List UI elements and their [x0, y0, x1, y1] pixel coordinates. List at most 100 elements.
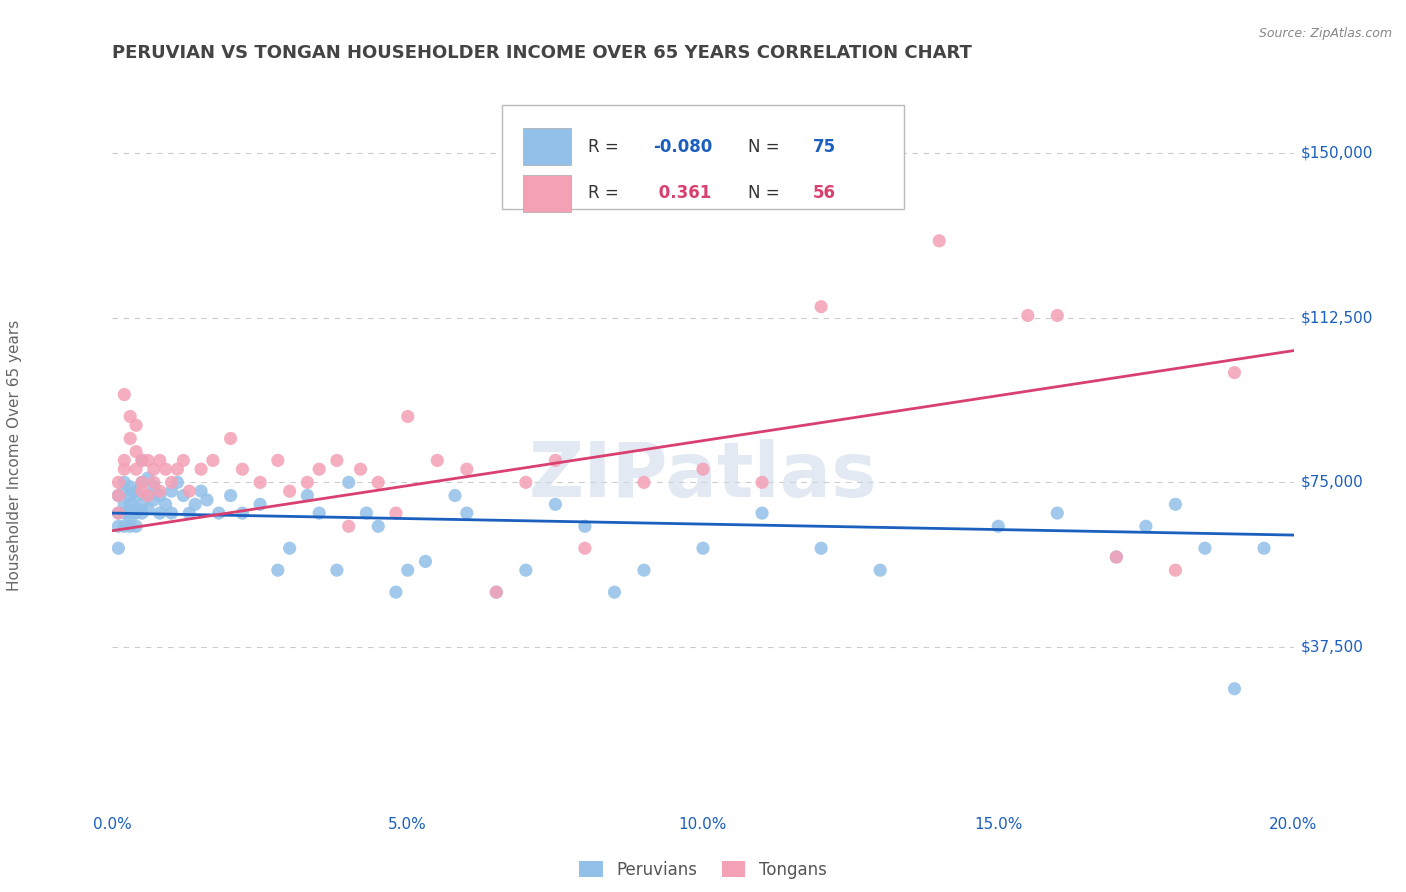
- Point: [107, 541, 129, 556]
- Point: [603, 585, 626, 599]
- Point: [125, 484, 148, 499]
- Point: [136, 501, 159, 516]
- Point: [149, 506, 172, 520]
- Point: [278, 541, 301, 556]
- Point: [515, 475, 537, 490]
- Point: [131, 475, 153, 490]
- Point: [267, 563, 290, 577]
- Point: [107, 489, 129, 503]
- Point: [125, 444, 148, 458]
- Point: [456, 462, 478, 476]
- Point: [190, 462, 212, 476]
- Point: [125, 519, 148, 533]
- Point: [190, 484, 212, 499]
- Point: [107, 506, 129, 520]
- Point: [1105, 549, 1128, 564]
- Point: [112, 506, 135, 520]
- Point: [120, 519, 142, 533]
- Point: [172, 489, 194, 503]
- Point: [125, 501, 148, 516]
- Point: [485, 585, 508, 599]
- Point: [166, 462, 188, 476]
- Point: [810, 300, 832, 314]
- Point: [1223, 366, 1246, 380]
- Point: [1253, 541, 1275, 556]
- Point: [142, 492, 165, 507]
- Point: [219, 489, 242, 503]
- Point: [160, 475, 183, 490]
- Point: [125, 489, 148, 503]
- Point: [155, 497, 177, 511]
- Text: $112,500: $112,500: [1301, 310, 1372, 326]
- Point: [1046, 506, 1069, 520]
- Point: [120, 480, 142, 494]
- Point: [107, 489, 129, 503]
- Point: [120, 432, 142, 446]
- Point: [1017, 309, 1039, 323]
- Point: [231, 506, 253, 520]
- Point: [633, 563, 655, 577]
- Point: [326, 453, 349, 467]
- Text: 56: 56: [813, 185, 835, 202]
- Point: [131, 453, 153, 467]
- Point: [208, 506, 231, 520]
- FancyBboxPatch shape: [523, 175, 571, 211]
- Text: ZIPatlas: ZIPatlas: [529, 440, 877, 513]
- Text: $75,000: $75,000: [1301, 475, 1364, 490]
- Point: [120, 497, 142, 511]
- Point: [1194, 541, 1216, 556]
- Point: [1135, 519, 1157, 533]
- Point: [107, 506, 129, 520]
- Text: R =: R =: [589, 185, 624, 202]
- Point: [112, 387, 135, 401]
- Point: [987, 519, 1010, 533]
- Point: [184, 497, 207, 511]
- Point: [869, 563, 891, 577]
- Point: [136, 471, 159, 485]
- Point: [120, 409, 142, 424]
- Point: [120, 506, 142, 520]
- Point: [112, 462, 135, 476]
- Text: PERUVIAN VS TONGAN HOUSEHOLDER INCOME OVER 65 YEARS CORRELATION CHART: PERUVIAN VS TONGAN HOUSEHOLDER INCOME OV…: [112, 45, 973, 62]
- Text: 0.361: 0.361: [654, 185, 711, 202]
- Point: [267, 453, 290, 467]
- Point: [810, 541, 832, 556]
- Point: [179, 506, 201, 520]
- Point: [131, 506, 153, 520]
- Point: [149, 484, 172, 499]
- Point: [1164, 563, 1187, 577]
- Point: [149, 489, 172, 503]
- Text: Householder Income Over 65 years: Householder Income Over 65 years: [7, 319, 21, 591]
- Point: [120, 489, 142, 503]
- Point: [201, 453, 224, 467]
- Point: [219, 432, 242, 446]
- Point: [385, 585, 408, 599]
- Point: [326, 563, 349, 577]
- Point: [136, 489, 159, 503]
- Text: $150,000: $150,000: [1301, 145, 1372, 161]
- Point: [751, 475, 773, 490]
- Point: [131, 484, 153, 499]
- Text: 75: 75: [813, 137, 837, 155]
- Point: [337, 475, 360, 490]
- Point: [692, 541, 714, 556]
- Text: N =: N =: [748, 185, 785, 202]
- Point: [297, 475, 319, 490]
- Point: [142, 480, 165, 494]
- Point: [249, 497, 271, 511]
- Point: [131, 453, 153, 467]
- Point: [112, 453, 135, 467]
- Point: [131, 497, 153, 511]
- Point: [356, 506, 378, 520]
- Point: [112, 519, 135, 533]
- Point: [112, 497, 135, 511]
- Point: [172, 453, 194, 467]
- Text: $37,500: $37,500: [1301, 640, 1364, 655]
- Text: -0.080: -0.080: [654, 137, 713, 155]
- Point: [160, 506, 183, 520]
- Point: [692, 462, 714, 476]
- Point: [278, 484, 301, 499]
- Point: [1164, 497, 1187, 511]
- Text: R =: R =: [589, 137, 624, 155]
- Point: [349, 462, 371, 476]
